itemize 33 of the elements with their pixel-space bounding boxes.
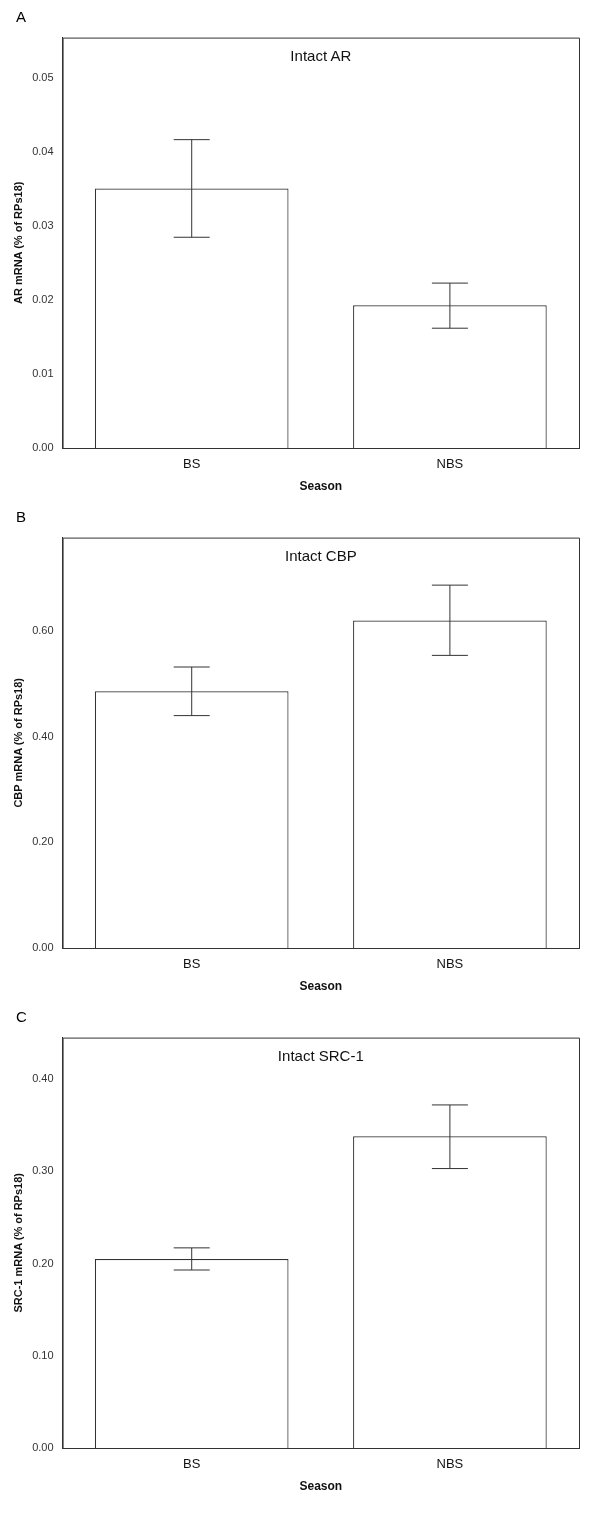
text: C xyxy=(15,1008,28,1027)
y-tick-label: 0.00 xyxy=(32,1441,54,1454)
y-tick-label: 0.01 xyxy=(32,367,54,380)
y-tick-label: 0.40 xyxy=(32,1072,54,1085)
y-tick-label: 0.20 xyxy=(32,1256,54,1269)
x-tick-label: NBS xyxy=(436,1456,464,1472)
x-tick-label: BS xyxy=(183,956,201,972)
y-tick-label: 0.60 xyxy=(32,624,54,637)
y-tick-label: 0.00 xyxy=(32,941,54,954)
y-tick-label: 0.00 xyxy=(32,441,54,454)
y-axis-title: CBP mRNA (% of RPs18) xyxy=(11,677,24,808)
x-tick-label: NBS xyxy=(436,456,464,472)
text: A xyxy=(15,8,27,27)
y-tick-label: 0.10 xyxy=(32,1348,54,1361)
text: Intact SRC-1 xyxy=(277,1047,364,1065)
text: Intact CBP xyxy=(284,547,357,565)
x-axis-title: Season xyxy=(299,1479,343,1494)
y-axis-title: AR mRNA (% of RPs18) xyxy=(11,181,24,305)
y-tick-label: 0.03 xyxy=(32,219,54,232)
x-tick-label: NBS xyxy=(436,956,464,972)
text: Intact AR xyxy=(290,47,352,65)
y-tick-label: 0.20 xyxy=(32,835,54,848)
y-tick-label: 0.04 xyxy=(32,145,54,158)
y-axis-title: SRC-1 mRNA (% of RPs18) xyxy=(11,1172,24,1313)
text: B xyxy=(15,508,27,527)
x-tick-label: BS xyxy=(183,1456,201,1472)
x-axis-title: Season xyxy=(299,979,343,994)
x-axis-title: Season xyxy=(299,479,343,494)
x-tick-label: BS xyxy=(183,456,201,472)
y-tick-label: 0.30 xyxy=(32,1164,54,1177)
y-tick-label: 0.02 xyxy=(32,293,54,306)
y-tick-label: 0.40 xyxy=(32,729,54,742)
y-tick-label: 0.05 xyxy=(32,71,54,84)
